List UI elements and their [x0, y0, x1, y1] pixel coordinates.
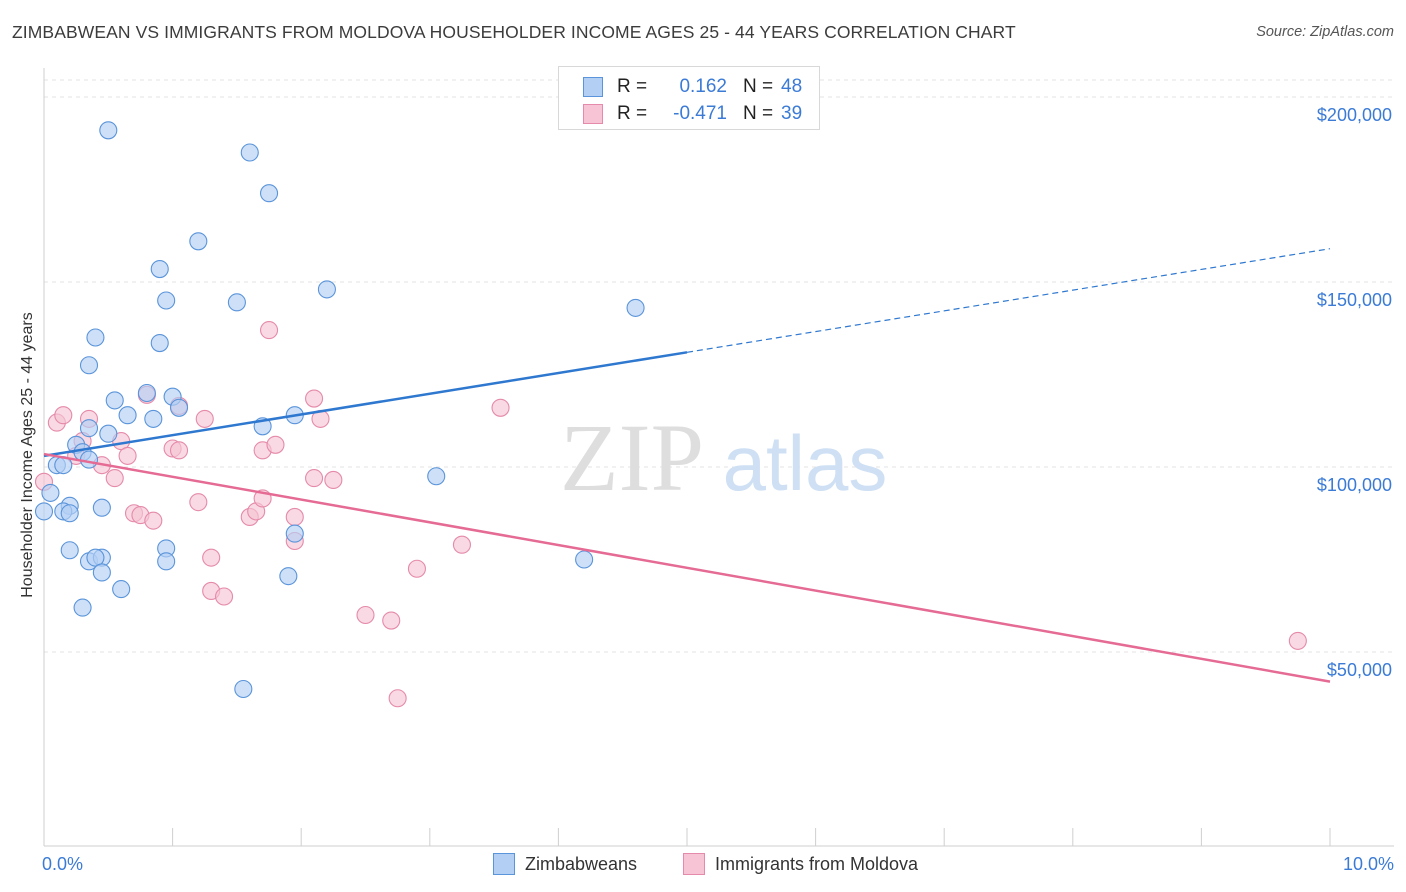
zimbabwean-point [144, 409, 163, 428]
zimbabwean-point [79, 356, 99, 375]
gridlines [44, 79, 1394, 653]
y-tick-label: $100,000 [1317, 475, 1392, 495]
moldova-point [169, 441, 189, 460]
blue-swatch [583, 77, 603, 97]
blue-swatch [493, 853, 515, 875]
r-label: R = [617, 76, 648, 97]
moldova-point [1288, 631, 1307, 650]
legend-label: Immigrants from Moldova [715, 853, 919, 874]
moldova-point [382, 611, 401, 630]
watermark-zip: ZIP [560, 404, 704, 511]
moldova-point [324, 470, 343, 490]
watermark-atlas: atlas [723, 419, 888, 507]
zimbabwean-point [86, 328, 105, 347]
moldova-point [144, 511, 163, 530]
legend-item-moldova[interactable]: Immigrants from Moldova [683, 852, 918, 876]
moldova-points [34, 321, 1307, 708]
n-label: N = [743, 103, 774, 124]
zimbabwean-point [234, 679, 253, 699]
zimbabwean-point [79, 450, 99, 469]
zimbabwean-point [626, 298, 645, 317]
moldova-point [407, 559, 426, 578]
chart-title: ZIMBABWEAN VS IMMIGRANTS FROM MOLDOVA HO… [12, 22, 1016, 42]
correlation-legend: R = 0.162 N = 48 R = -0.471 N = 39 [558, 66, 820, 130]
zimbabwean-point [60, 541, 79, 560]
moldova-point [214, 587, 234, 606]
zimbabwean-point [41, 483, 60, 502]
x-tick-label: 0.0% [42, 854, 83, 874]
zimbabwean-point [150, 333, 169, 353]
zimbabwean-point [227, 293, 246, 312]
n-value: 39 [781, 103, 803, 124]
moldova-point [54, 406, 73, 425]
zimbabwean-trend-line [43, 351, 688, 458]
moldova-point [259, 321, 279, 340]
n-label: N = [743, 76, 774, 97]
axes [43, 68, 1394, 847]
moldova-point [305, 469, 324, 488]
zimbabwean-point [427, 467, 446, 486]
zimbabwean-point [137, 383, 156, 403]
moldova-trend-line [43, 452, 1331, 683]
moldova-point [388, 689, 407, 708]
zimbabwean-point [279, 567, 298, 586]
moldova-point [118, 446, 137, 465]
zimbabwean-point [317, 280, 336, 299]
moldova-point [189, 493, 208, 512]
zimbabwean-point [118, 406, 137, 425]
moldova-point [195, 409, 214, 428]
moldova-point [105, 469, 124, 488]
zimbabwean-point [79, 419, 99, 438]
zimbabwean-point [73, 598, 92, 617]
moldova-point [202, 548, 221, 567]
y-tick-label: $150,000 [1317, 290, 1392, 310]
zimbabwean-point [99, 121, 118, 140]
zimbabwean-point [285, 524, 304, 543]
tick-labels: $50,000 $100,000 $150,000 $200,000 0.0% 10.0% [42, 105, 1394, 874]
zimbabwean-point [34, 502, 54, 521]
legend-item-zimbabweans[interactable]: Zimbabweans [493, 852, 637, 876]
moldova-point [266, 435, 285, 454]
watermark: ZIP atlas [560, 404, 887, 511]
zimbabwean-point [60, 504, 79, 523]
source-credit: Source: ZipAtlas.com [1256, 24, 1394, 40]
zimbabwean-point [157, 552, 176, 571]
pink-swatch [683, 853, 705, 875]
zimbabwean-point [92, 498, 111, 517]
zimbabwean-point [105, 391, 124, 410]
zimbabwean-points [34, 121, 645, 699]
zimbabwean-point [112, 580, 131, 599]
zimbabwean-trend-extension [686, 248, 1331, 353]
trend-lines [43, 248, 1331, 683]
moldova-point [305, 389, 324, 408]
zimbabwean-point [150, 259, 169, 279]
legend-row-moldova: R = -0.471 N = 39 [583, 102, 802, 126]
r-label: R = [617, 103, 648, 124]
moldova-point [491, 398, 510, 417]
moldova-point [285, 507, 304, 527]
zimbabwean-point [575, 550, 594, 569]
y-tick-label: $200,000 [1317, 105, 1392, 125]
y-tick-label: $50,000 [1327, 660, 1392, 680]
zimbabwean-point [169, 398, 189, 417]
zimbabwean-point [92, 563, 111, 582]
zimbabwean-point [157, 291, 176, 310]
pink-swatch [583, 104, 603, 124]
zimbabwean-point [189, 232, 208, 251]
legend-row-zimbabweans: R = 0.162 N = 48 [583, 75, 802, 99]
moldova-point [356, 605, 375, 625]
legend-label: Zimbabweans [525, 853, 638, 874]
x-tick-label: 10.0% [1343, 854, 1394, 874]
zimbabwean-point [99, 424, 118, 443]
zimbabwean-point [240, 143, 259, 162]
zimbabwean-point [259, 184, 279, 203]
r-value: 0.162 [679, 76, 727, 97]
moldova-point [452, 535, 472, 554]
n-value: 48 [781, 76, 803, 97]
r-value: -0.471 [673, 103, 727, 124]
